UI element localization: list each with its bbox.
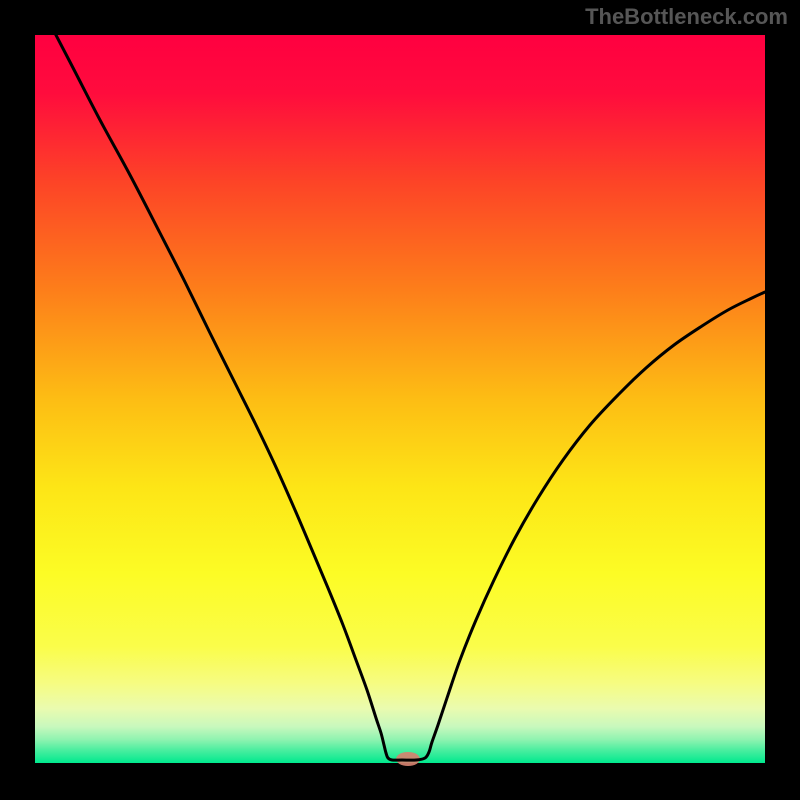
chart-background bbox=[35, 35, 765, 763]
watermark-text: TheBottleneck.com bbox=[585, 4, 788, 30]
chart-container: { "watermark": { "text": "TheBottleneck.… bbox=[0, 0, 800, 800]
bottleneck-chart bbox=[0, 0, 800, 800]
